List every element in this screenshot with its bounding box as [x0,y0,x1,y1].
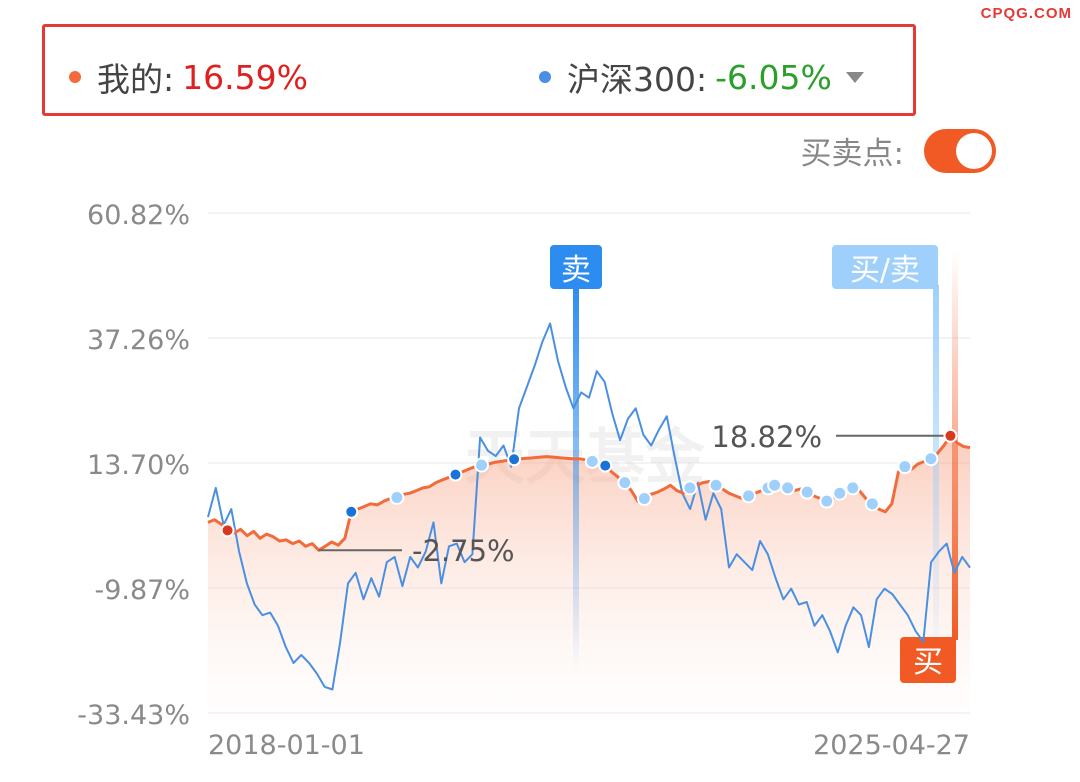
buysell-tag-box [832,245,938,289]
buysell-marker [819,493,835,509]
buysell-toggle[interactable] [924,128,996,173]
legend-label-index: 沪深300: [567,60,708,99]
buy-tag-box [900,637,956,683]
legend-value-mine: 16.59% [182,57,308,97]
buysell-marker [780,480,796,496]
y-tick-label: -9.87% [94,575,190,606]
buysell-marker [845,480,861,496]
site-watermark: CPQG.COM [980,5,1072,22]
y-tick-label: 60.82% [87,200,190,231]
max-value-label: 18.82% [711,420,822,454]
buysell-marker [617,475,633,491]
buy-marker [943,428,958,443]
buysell-marker [708,477,724,493]
y-tick-label: -33.43% [77,700,190,731]
index-series-line [207,322,971,691]
sell-tag-label: 卖 [561,253,591,288]
buysell-marker [799,484,815,500]
sell-signal-band [573,285,579,670]
buysell-marker [864,496,880,512]
legend-item-mine[interactable]: 我的: 16.59% [69,53,308,101]
mine-area [208,435,970,713]
buysell-signal-band [933,285,939,670]
buysell-marker [923,451,939,467]
legend-item-index[interactable]: 沪深300: -6.05% [539,53,864,101]
buysell-marker [832,485,848,501]
x-tick-label: 2025-04-27 [813,730,970,761]
buysell-marker [682,480,698,496]
dropdown-caret-icon[interactable] [845,71,864,83]
buysell-toggle-row: 买卖点: [801,128,996,173]
buysell-marker [897,459,913,475]
sell-marker [344,504,359,519]
sell-tag-box [550,245,602,289]
sell-marker [507,452,522,467]
toggle-knob [956,132,992,169]
buysell-marker [389,489,405,505]
legend-dot-index [539,71,551,83]
sell-marker [448,467,463,482]
x-tick-label: 2018-01-01 [208,730,365,761]
buysell-marker [767,477,783,493]
legend-label-mine: 我的: [97,60,175,99]
legend-dot-mine [69,71,81,83]
buy-marker [220,523,235,538]
y-tick-label: 13.70% [87,450,190,481]
buysell-marker [474,457,490,473]
legend-value-index: -6.05% [715,57,832,97]
toggle-label: 买卖点: [800,136,904,172]
y-tick-label: 37.26% [87,325,190,356]
legend-box: 我的: 16.59% 沪深300: -6.05% [42,24,916,116]
buysell-marker [636,491,652,507]
buysell-marker [584,453,600,469]
buy-signal-band [952,250,958,640]
min-value-label: -2.75% [412,534,515,568]
buy-tag-label: 买 [913,645,943,680]
buysell-tag-label: 买/卖 [850,253,920,288]
buysell-marker [741,488,757,504]
sell-marker [598,458,613,473]
